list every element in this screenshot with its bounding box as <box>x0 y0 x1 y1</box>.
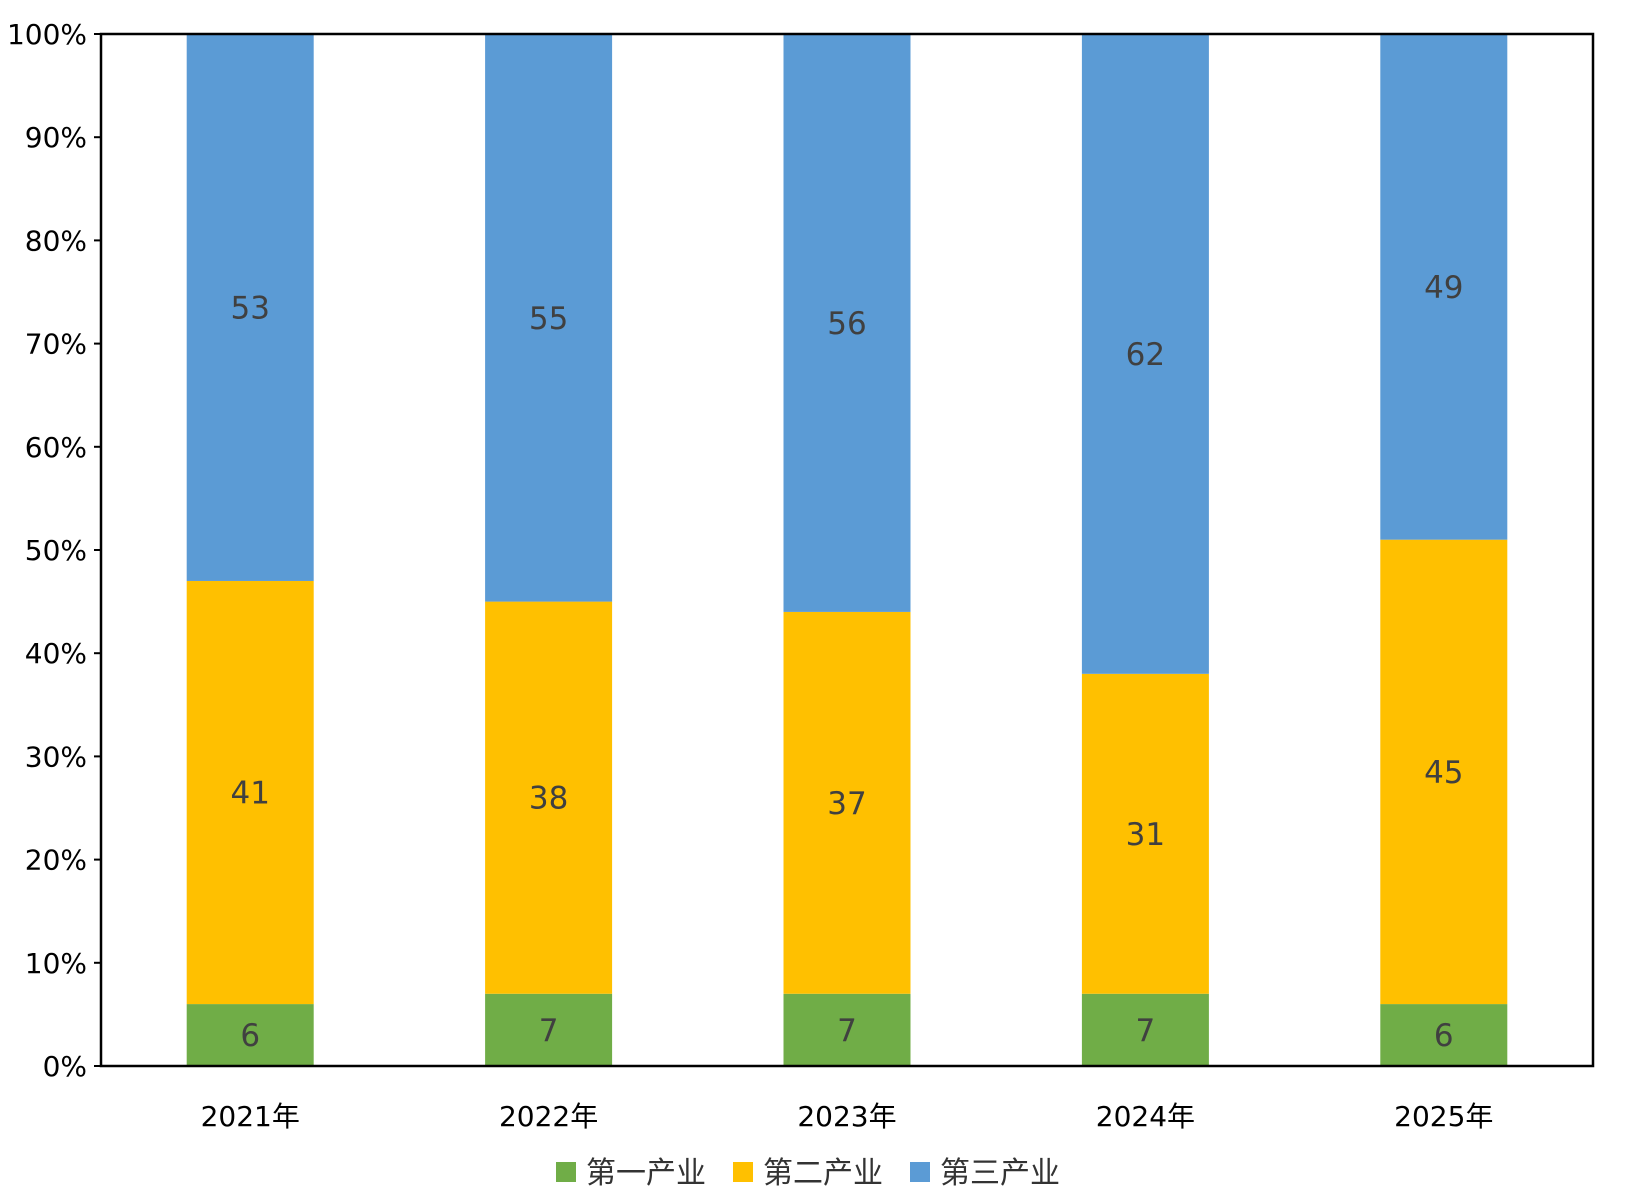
bar-segment-1-3 <box>783 993 911 1066</box>
data-label: 6 <box>240 1018 260 1054</box>
bar-segment-3-3 <box>783 34 911 612</box>
data-label: 55 <box>529 301 568 337</box>
data-label: 56 <box>827 306 866 342</box>
bar-segment-2-5 <box>1380 539 1508 1005</box>
x-axis: 2021年 2022年 2023年 2024年 2025年 <box>201 1100 1494 1133</box>
y-tick-label: 20% <box>25 844 87 877</box>
y-tick-label: 30% <box>25 740 87 773</box>
bar-segment-3-1 <box>186 34 314 581</box>
data-label: 38 <box>529 781 568 817</box>
y-tick-label: 50% <box>25 534 87 567</box>
data-label: 62 <box>1126 337 1165 373</box>
x-tick-label: 2022年 <box>499 1100 598 1133</box>
x-tick-label: 2023年 <box>797 1100 896 1133</box>
legend-label-2: 第二产业 <box>763 1156 883 1191</box>
y-tick-label: 90% <box>25 121 87 154</box>
y-tick-label: 40% <box>25 637 87 670</box>
y-tick-label: 60% <box>25 431 87 464</box>
bar-segment-2-1 <box>186 580 314 1005</box>
legend-label-1: 第一产业 <box>586 1156 706 1191</box>
legend-swatch-1 <box>556 1162 576 1182</box>
bar-segment-2-3 <box>783 611 911 994</box>
data-label: 53 <box>230 290 269 326</box>
y-tick-label: 10% <box>25 947 87 980</box>
data-label: 7 <box>837 1013 857 1049</box>
legend-swatch-3 <box>910 1162 930 1182</box>
bar-segment-3-2 <box>485 34 613 602</box>
data-label: 49 <box>1424 270 1463 306</box>
y-tick-label: 100% <box>7 18 87 51</box>
data-label: 37 <box>827 786 866 822</box>
data-label: 41 <box>230 776 269 812</box>
legend: 第一产业 第二产业 第三产业 <box>556 1156 1060 1191</box>
bar-segment-3-5 <box>1380 34 1508 540</box>
data-label: 7 <box>1136 1013 1156 1049</box>
data-label: 7 <box>539 1013 559 1049</box>
bar-segment-2-4 <box>1081 673 1209 994</box>
legend-swatch-2 <box>733 1162 753 1182</box>
legend-label-3: 第三产业 <box>940 1156 1060 1191</box>
bar-segment-1-4 <box>1081 993 1209 1066</box>
data-labels-layer: 6 41 53 7 38 55 7 37 56 7 31 62 6 45 49 <box>230 270 1463 1054</box>
data-label: 45 <box>1424 755 1463 791</box>
bar-segment-1-5 <box>1380 1004 1508 1066</box>
data-label: 6 <box>1434 1018 1454 1054</box>
y-axis: 0% 10% 20% 30% 40% 50% 60% 70% 80% 90% 100% <box>7 18 101 1083</box>
x-tick-label: 2021年 <box>201 1100 300 1133</box>
bar-segment-3-4 <box>1081 34 1209 674</box>
bar-segment-1-1 <box>186 1004 314 1066</box>
y-tick-label: 80% <box>25 224 87 257</box>
y-tick-label: 70% <box>25 328 87 361</box>
bar-segment-1-2 <box>485 993 613 1066</box>
x-tick-label: 2025年 <box>1394 1100 1493 1133</box>
bars-layer <box>186 34 1508 1066</box>
x-tick-label: 2024年 <box>1096 1100 1195 1133</box>
data-label: 31 <box>1126 817 1165 853</box>
y-tick-label: 0% <box>43 1050 87 1083</box>
bar-segment-2-2 <box>485 601 613 994</box>
